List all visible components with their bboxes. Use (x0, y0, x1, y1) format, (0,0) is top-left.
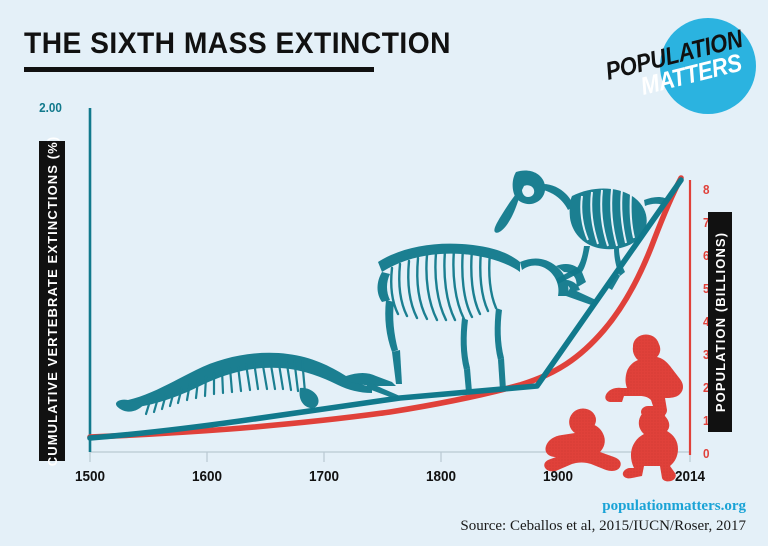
ichthyosaur-skeleton-illustration (115, 352, 400, 416)
y-axis-right-title: POPULATION (BILLIONS) (708, 212, 732, 432)
baby-silhouette-2-illustration (544, 408, 621, 472)
right-tick-5: 5 (703, 281, 710, 296)
right-tick-4: 4 (703, 314, 710, 329)
x-tick-1600: 1600 (191, 468, 223, 485)
right-tick-7: 7 (703, 215, 710, 230)
x-tick-2014: 2014 (674, 468, 706, 485)
dodo-skeleton-illustration (494, 170, 668, 290)
footer: populationmatters.org Source: Ceballos e… (460, 496, 746, 537)
baby-silhouette-1-illustration (605, 334, 683, 417)
quagga-skeleton-illustration (377, 243, 596, 392)
logo-circle (660, 18, 756, 114)
extinction-line (87, 177, 684, 441)
x-tick-1500: 1500 (74, 468, 106, 485)
title-block: THE SIXTH MASS EXTINCTION (24, 27, 451, 72)
website-link[interactable]: populationmatters.org (602, 497, 746, 514)
left-tick-2.00: 2.00 (39, 100, 62, 115)
title-underline (24, 66, 374, 72)
right-tick-3: 3 (703, 347, 710, 362)
right-tick-1: 1 (703, 413, 710, 428)
right-tick-2: 2 (703, 380, 710, 395)
right-tick-6: 6 (703, 248, 710, 263)
right-tick-8: 8 (703, 182, 710, 197)
x-tick-1900: 1900 (542, 468, 574, 485)
x-tick-1700: 1700 (308, 468, 340, 485)
x-tick-1800: 1800 (425, 468, 457, 485)
baby-silhouette-3-illustration (622, 408, 678, 482)
source-credit: Source: Ceballos et al, 2015/IUCN/Roser,… (460, 517, 746, 534)
population-matters-logo[interactable]: POPULATION MATTERS (603, 18, 756, 114)
y-axis-left-title: CUMULATIVE VERTEBRATE EXTINCTIONS (%) (39, 136, 65, 466)
right-tick-0: 0 (703, 446, 710, 461)
page-title: THE SIXTH MASS EXTINCTION (24, 27, 451, 60)
